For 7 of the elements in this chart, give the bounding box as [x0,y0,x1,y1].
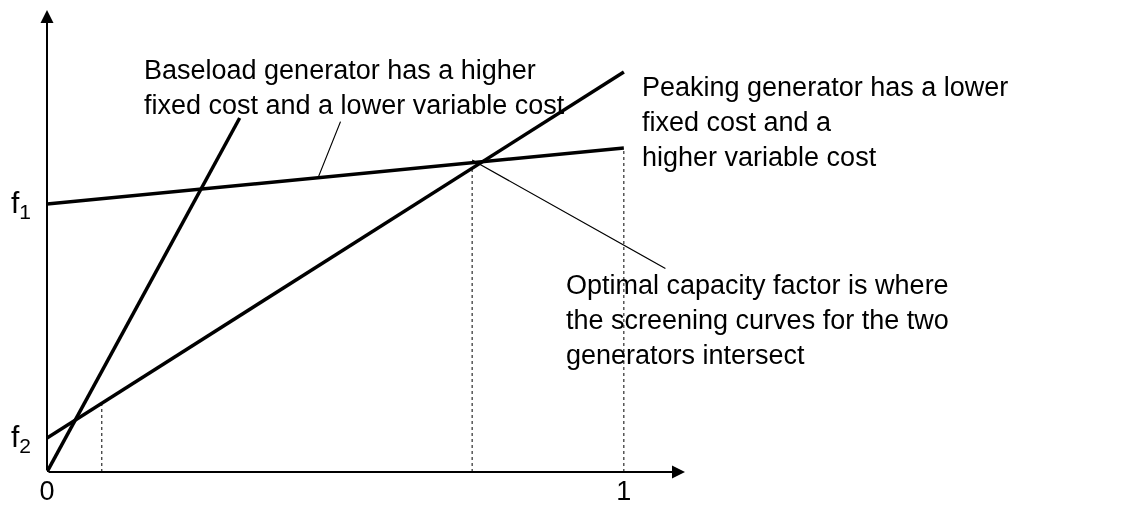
x-tick-label: 1 [616,476,632,506]
x-tick-label: 0 [39,476,55,506]
annotation: f$_{2}$ [11,420,32,458]
annotation: Baseload generator has a higher fixed cost and a lower variable cost [144,55,565,121]
annotation: f$_{1}$ [11,186,32,224]
annotation: Peaking generator has a lower fixed cost and a higher variable cost [642,72,1009,173]
annotation: Optimal capacity factor is where the screening curves for the two generators intersect [566,270,949,371]
